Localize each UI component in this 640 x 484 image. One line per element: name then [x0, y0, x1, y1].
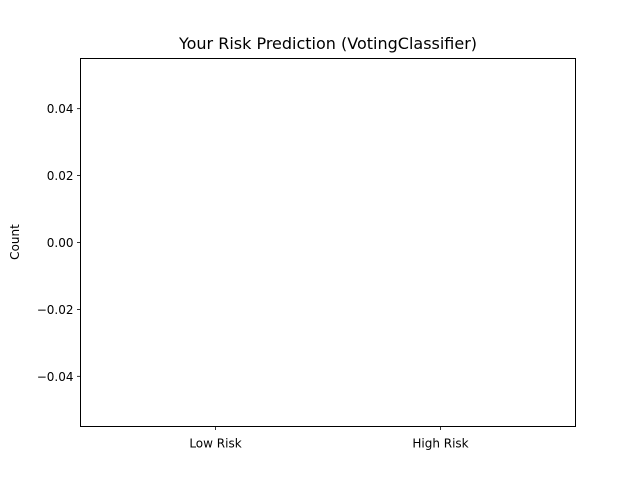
y-axis-label: Count: [8, 224, 22, 260]
y-tick-label: 0.00: [47, 236, 74, 250]
x-tick-label: Low Risk: [189, 437, 241, 451]
y-tick-label: −0.02: [37, 303, 74, 317]
x-tick-label: High Risk: [412, 437, 468, 451]
y-tick-label: −0.04: [37, 370, 74, 384]
y-tick-label: 0.02: [47, 169, 74, 183]
y-axis-ticks: 0.04 0.02 0.00 −0.02 −0.04: [37, 102, 81, 384]
plot-frame: [80, 58, 576, 427]
y-tick-label: 0.04: [47, 102, 74, 116]
x-axis-ticks: Low Risk High Risk: [189, 426, 469, 451]
chart-title: Your Risk Prediction (VotingClassifier): [178, 34, 477, 53]
